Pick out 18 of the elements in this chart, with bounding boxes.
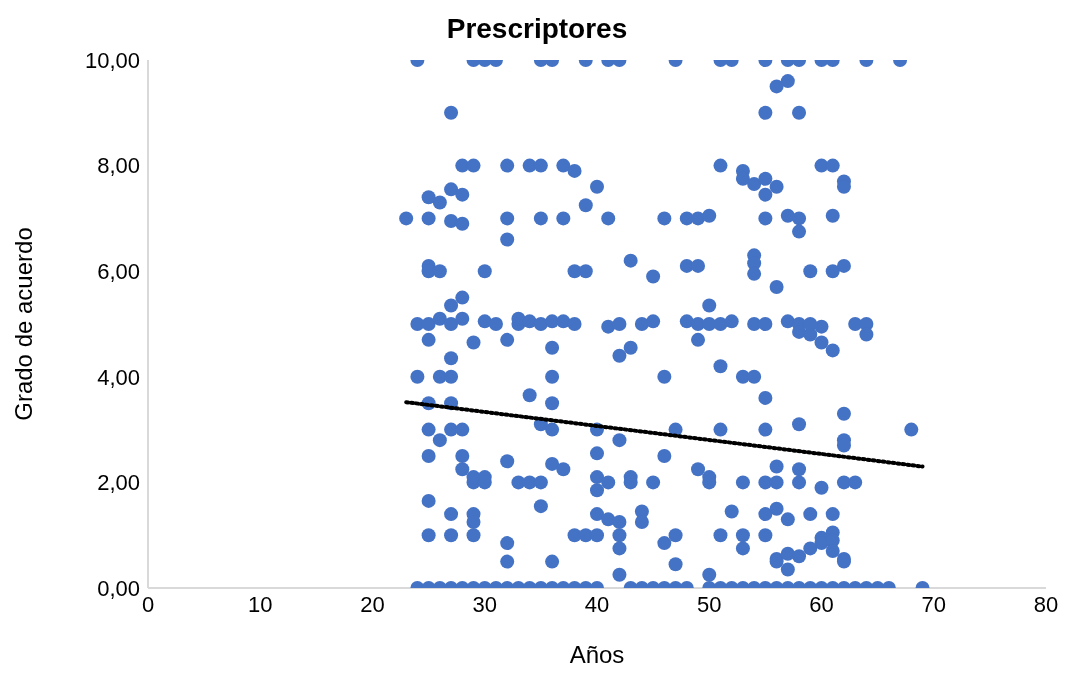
x-tick-label: 60 (809, 591, 834, 617)
y-axis-title: Grado de acuerdo (9, 227, 37, 421)
x-tick-label: 20 (360, 591, 385, 617)
y-tick-label: 2,00 (97, 470, 140, 496)
x-tick-label: 0 (141, 591, 155, 617)
y-tick-label: 4,00 (97, 364, 140, 390)
x-tick-label: 30 (472, 591, 497, 617)
x-tick-label: 10 (248, 591, 273, 617)
y-tick-label: 8,00 (97, 153, 140, 179)
x-tick-label: 50 (697, 591, 722, 617)
y-tick-label: 0,00 (97, 575, 140, 601)
x-tick-label: 70 (921, 591, 946, 617)
y-tick-label: 10,00 (84, 47, 140, 73)
x-axis-title: Años (569, 641, 625, 668)
chart-title: Prescriptores (446, 13, 628, 44)
x-tick-label: 40 (584, 591, 610, 617)
x-tick-label: 80 (1033, 591, 1059, 617)
y-tick-label: 6,00 (97, 259, 140, 285)
